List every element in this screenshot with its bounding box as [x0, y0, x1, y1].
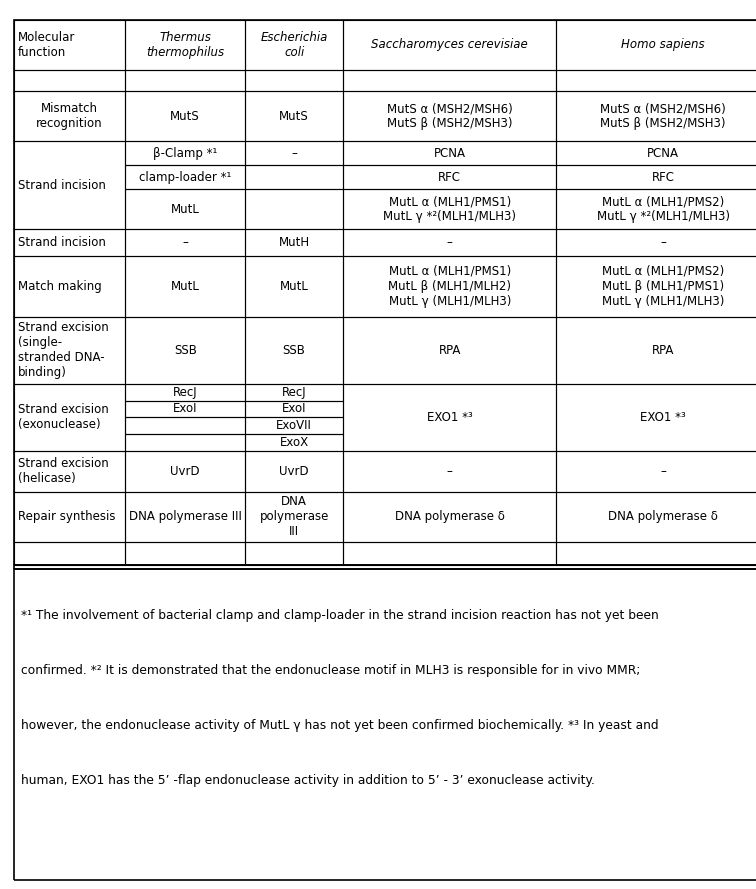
Bar — [556, 542, 756, 565]
Text: confirmed. *² It is demonstrated that the endonuclease motif in MLH3 is responsi: confirmed. *² It is demonstrated that th… — [21, 664, 640, 677]
Bar — [125, 20, 245, 70]
Bar — [556, 256, 756, 317]
Bar — [125, 384, 245, 401]
Text: EXO1 *³: EXO1 *³ — [640, 411, 686, 424]
Text: MutS α (MSH2/MSH6)
MutS β (MSH2/MSH3): MutS α (MSH2/MSH6) MutS β (MSH2/MSH3) — [600, 102, 726, 130]
Text: MutH: MutH — [278, 236, 310, 249]
Bar — [245, 256, 343, 317]
Text: –: – — [660, 465, 666, 477]
Bar — [343, 492, 556, 542]
Bar — [14, 141, 125, 229]
Text: *¹ The involvement of bacterial clamp and clamp-loader in the strand incision re: *¹ The involvement of bacterial clamp an… — [21, 609, 659, 622]
Bar — [125, 189, 245, 229]
Bar — [125, 434, 245, 451]
Text: human, EXO1 has the 5’ -flap endonuclease activity in addition to 5’ - 3’ exonuc: human, EXO1 has the 5’ -flap endonucleas… — [21, 774, 595, 788]
Bar — [245, 229, 343, 256]
Bar — [125, 492, 245, 542]
Bar — [14, 229, 125, 256]
Bar — [245, 189, 343, 229]
Text: MutL: MutL — [171, 280, 200, 293]
Text: β-Clamp *¹: β-Clamp *¹ — [153, 147, 218, 160]
Bar — [556, 189, 756, 229]
Bar — [245, 417, 343, 434]
Text: ExoI: ExoI — [282, 403, 306, 415]
Bar — [556, 492, 756, 542]
Text: Strand incision: Strand incision — [18, 179, 106, 192]
Text: DNA polymerase δ: DNA polymerase δ — [395, 510, 505, 524]
Text: SSB: SSB — [283, 344, 305, 356]
Bar — [125, 451, 245, 492]
Bar — [556, 451, 756, 492]
Bar — [245, 70, 343, 91]
Text: RecJ: RecJ — [282, 386, 306, 399]
Text: UvrD: UvrD — [170, 465, 200, 477]
Text: MutL α (MLH1/PMS2)
MutL γ *²(MLH1/MLH3): MutL α (MLH1/PMS2) MutL γ *²(MLH1/MLH3) — [596, 196, 730, 223]
Bar — [343, 451, 556, 492]
Bar — [14, 384, 125, 451]
Text: EXO1 *³: EXO1 *³ — [427, 411, 472, 424]
Text: ExoX: ExoX — [280, 436, 308, 449]
Text: Saccharomyces cerevisiae: Saccharomyces cerevisiae — [371, 38, 528, 52]
Bar — [125, 165, 245, 189]
Bar — [556, 91, 756, 141]
Text: MutL α (MLH1/PMS2)
MutL β (MLH1/PMS1)
MutL γ (MLH1/MLH3): MutL α (MLH1/PMS2) MutL β (MLH1/PMS1) Mu… — [602, 265, 724, 308]
Bar — [245, 451, 343, 492]
Bar — [14, 20, 756, 565]
Text: Homo sapiens: Homo sapiens — [621, 38, 705, 52]
Text: SSB: SSB — [174, 344, 197, 356]
Text: –: – — [447, 236, 453, 249]
Bar — [125, 141, 245, 165]
Bar — [343, 141, 556, 165]
Bar — [556, 384, 756, 451]
Text: –: – — [660, 236, 666, 249]
Bar — [556, 141, 756, 165]
Bar — [14, 565, 756, 569]
Bar — [245, 542, 343, 565]
Text: MutL: MutL — [280, 280, 308, 293]
Bar — [556, 317, 756, 384]
Bar — [245, 317, 343, 384]
Text: Strand incision: Strand incision — [18, 236, 106, 249]
Bar — [14, 542, 125, 565]
Bar — [125, 542, 245, 565]
Bar — [245, 401, 343, 417]
Bar — [14, 20, 125, 70]
Bar — [14, 451, 125, 492]
Bar — [343, 20, 556, 70]
Text: MutS α (MSH2/MSH6)
MutS β (MSH2/MSH3): MutS α (MSH2/MSH6) MutS β (MSH2/MSH3) — [387, 102, 513, 130]
Bar — [245, 492, 343, 542]
Text: PCNA: PCNA — [647, 147, 679, 160]
Text: MutL α (MLH1/PMS1)
MutL γ *²(MLH1/MLH3): MutL α (MLH1/PMS1) MutL γ *²(MLH1/MLH3) — [383, 196, 516, 223]
Bar — [125, 417, 245, 434]
Bar — [343, 384, 556, 451]
Bar — [125, 70, 245, 91]
Bar — [343, 542, 556, 565]
Text: MutL: MutL — [171, 203, 200, 216]
Text: MutS: MutS — [170, 109, 200, 123]
Text: Strand excision
(exonuclease): Strand excision (exonuclease) — [18, 404, 109, 431]
Bar — [245, 165, 343, 189]
Text: Strand excision
(single-
stranded DNA-
binding): Strand excision (single- stranded DNA- b… — [18, 322, 109, 380]
Text: Strand excision
(helicase): Strand excision (helicase) — [18, 457, 109, 485]
Bar — [14, 256, 125, 317]
Bar — [125, 229, 245, 256]
Bar — [343, 229, 556, 256]
Text: –: – — [447, 465, 453, 477]
Bar — [556, 229, 756, 256]
Text: Escherichia
coli: Escherichia coli — [260, 31, 328, 59]
Text: Thermus
thermophilus: Thermus thermophilus — [146, 31, 225, 59]
Bar — [343, 91, 556, 141]
Bar — [14, 91, 125, 141]
Text: UvrD: UvrD — [279, 465, 309, 477]
Bar — [125, 256, 245, 317]
Bar — [245, 141, 343, 165]
Text: Mismatch
recognition: Mismatch recognition — [36, 102, 103, 130]
Bar — [245, 91, 343, 141]
Text: however, the endonuclease activity of MutL γ has not yet been confirmed biochemi: however, the endonuclease activity of Mu… — [21, 719, 658, 733]
Bar — [14, 317, 125, 384]
Bar — [343, 317, 556, 384]
Text: MutS: MutS — [279, 109, 309, 123]
Bar — [343, 256, 556, 317]
Text: –: – — [291, 147, 297, 160]
Bar — [14, 492, 125, 542]
